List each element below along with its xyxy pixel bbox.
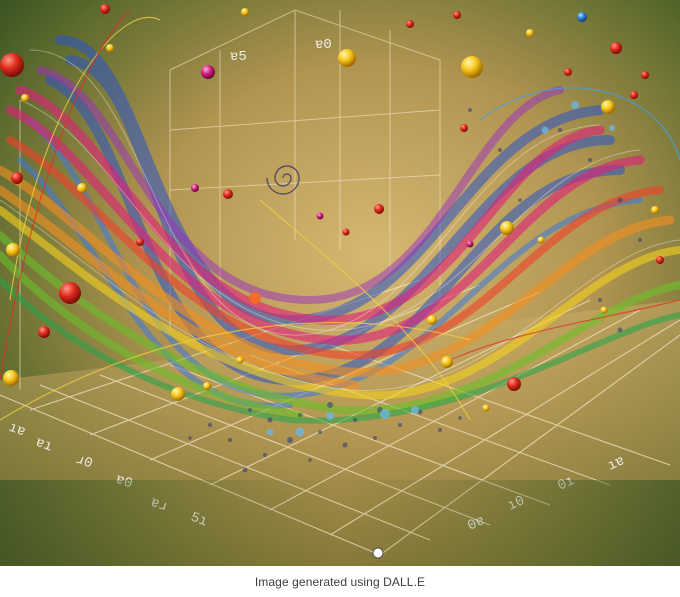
generated-illustration: ıɐ ɐı ɹ0 ɐ0 ɐɹ 5ı 0ɐ ı0 0ı ıɐ ɐ5 ɐ0 bbox=[0, 0, 680, 566]
orbit-lines bbox=[0, 9, 680, 421]
svg-text:ɐı: ɐı bbox=[33, 435, 54, 456]
particle-dust bbox=[188, 108, 642, 473]
spheres bbox=[0, 4, 664, 412]
image-caption: Image generated using DALL.E bbox=[0, 566, 680, 597]
svg-text:ıɐ: ıɐ bbox=[6, 420, 27, 441]
svg-text:ɹ0: ɹ0 bbox=[73, 452, 94, 473]
svg-text:ɐ5: ɐ5 bbox=[230, 49, 247, 65]
svg-text:ɐ0: ɐ0 bbox=[315, 37, 332, 53]
spiral bbox=[266, 165, 300, 195]
svg-text:ıɐ: ıɐ bbox=[605, 453, 627, 475]
rainbow-wave bbox=[0, 35, 680, 424]
